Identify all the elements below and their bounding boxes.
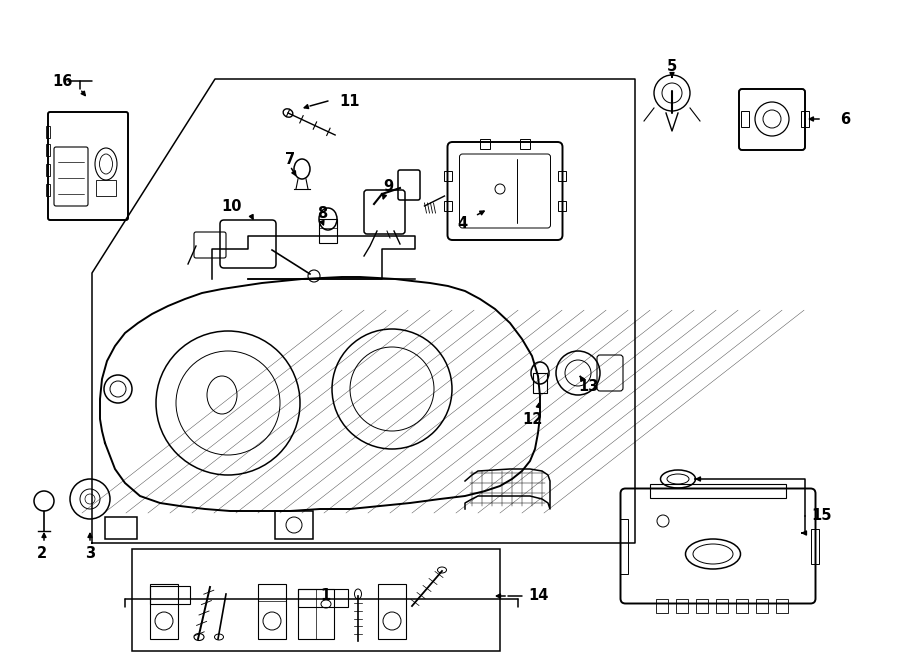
Bar (801, 111, 809, 127)
Text: 5: 5 (667, 59, 677, 73)
Bar (736, 598, 748, 613)
Bar (756, 598, 768, 613)
Bar (46, 144, 50, 156)
Bar (445, 201, 453, 211)
Text: 2: 2 (37, 545, 47, 561)
Bar (741, 111, 749, 127)
Text: 4: 4 (457, 215, 467, 231)
Bar (150, 586, 190, 604)
Bar (716, 598, 728, 613)
Text: 16: 16 (52, 73, 72, 89)
Bar (533, 373, 547, 393)
Bar (105, 517, 137, 539)
Text: 11: 11 (340, 93, 360, 108)
Text: 15: 15 (812, 508, 833, 524)
Text: 8: 8 (317, 206, 327, 221)
Text: 10: 10 (221, 198, 242, 214)
Text: 9: 9 (382, 178, 393, 194)
Bar (520, 139, 530, 149)
Bar (46, 184, 50, 196)
Bar (258, 584, 286, 639)
Text: 3: 3 (85, 545, 95, 561)
Bar (298, 589, 334, 639)
Bar (650, 483, 786, 498)
Bar (46, 126, 50, 138)
Bar (656, 598, 668, 613)
Bar (557, 201, 565, 211)
Text: 14: 14 (527, 588, 548, 603)
Text: 7: 7 (285, 151, 295, 167)
Bar (96, 180, 116, 196)
Bar (445, 171, 453, 181)
Bar (557, 171, 565, 181)
Bar (480, 139, 490, 149)
Bar (150, 584, 178, 639)
Bar (319, 219, 337, 243)
Bar (275, 511, 313, 539)
Text: 1: 1 (320, 588, 330, 603)
Bar (776, 598, 788, 613)
Bar (696, 598, 708, 613)
Bar (298, 589, 348, 607)
Text: 13: 13 (578, 379, 599, 393)
Bar (378, 584, 406, 639)
Bar (132, 549, 500, 651)
Text: 12: 12 (522, 412, 542, 426)
Bar (811, 529, 818, 564)
Text: 6: 6 (840, 112, 850, 126)
Bar (46, 164, 50, 176)
Bar (619, 519, 627, 574)
Bar (676, 598, 688, 613)
